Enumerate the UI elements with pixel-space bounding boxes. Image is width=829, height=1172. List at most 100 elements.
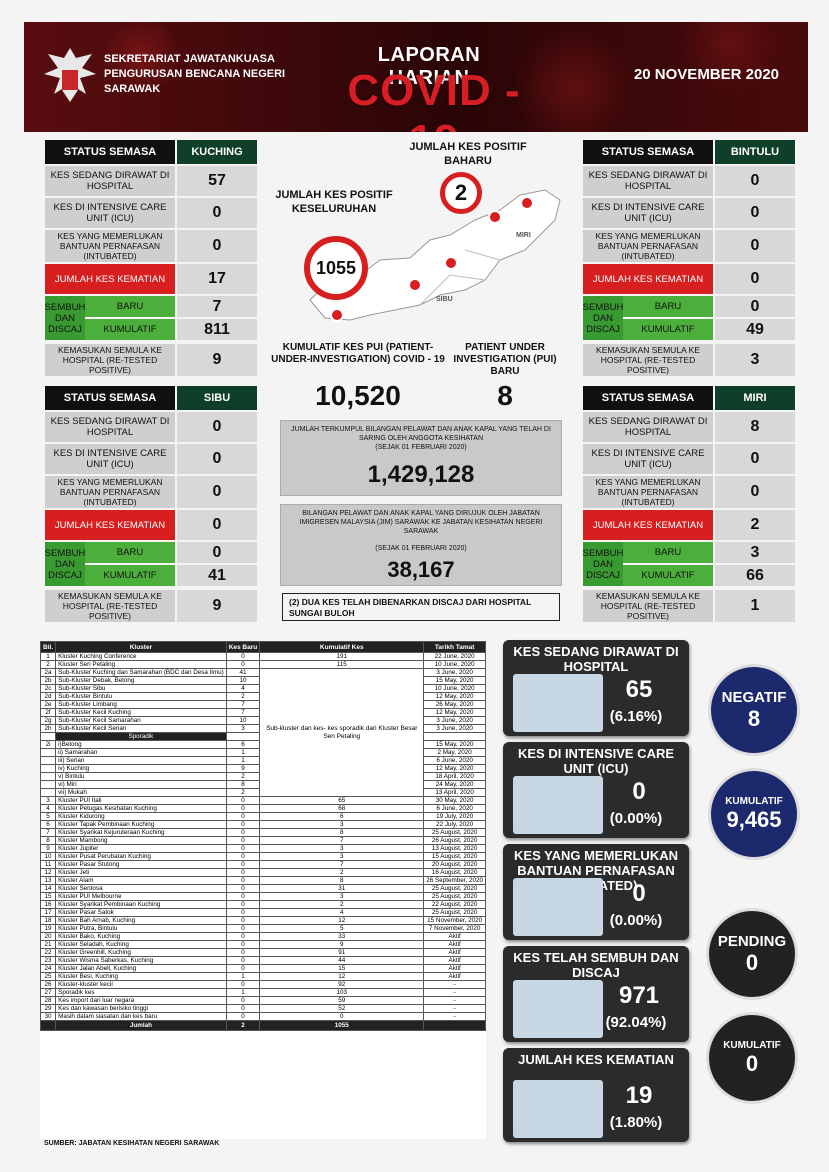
table-row: 2 Kluster Seri Petaling 0 115 10 June, 2020 bbox=[39, 660, 486, 669]
table-cell: 0 bbox=[225, 948, 261, 957]
table-cell: Kluster Alam bbox=[55, 876, 227, 885]
table-cell: 26 September, 2020 bbox=[423, 876, 486, 885]
table-cell: 0 bbox=[225, 964, 261, 973]
deaths-label: JUMLAH KES KEMATIAN bbox=[583, 264, 713, 296]
table-cell: Sub-Kluster Sibu bbox=[55, 684, 227, 693]
table-cell: 15 May, 2020 bbox=[423, 740, 486, 749]
table-cell: 0 bbox=[225, 828, 261, 837]
recovered-cumulative-value: 811 bbox=[177, 319, 257, 342]
table-cell: 0 bbox=[225, 916, 261, 925]
total-cell: 2 bbox=[225, 1020, 261, 1031]
table-cell: 0 bbox=[225, 924, 261, 933]
table-cell: 19 July, 2020 bbox=[423, 812, 486, 821]
table-cell: 1 bbox=[39, 652, 57, 661]
pending-cumulative-circle: KUMULATIF 0 bbox=[706, 1012, 798, 1104]
table-cell: 2i bbox=[39, 740, 57, 749]
table-cell: 92 bbox=[259, 980, 425, 989]
table-cell: 0 bbox=[225, 932, 261, 941]
deaths-label: JUMLAH KES KEMATIAN bbox=[583, 510, 713, 542]
table-cell: 20 August, 2020 bbox=[423, 860, 486, 869]
recovered-new-value: 0 bbox=[715, 296, 795, 319]
table-cell: 4 bbox=[225, 684, 261, 693]
negatif-circle: NEGATIF 8 bbox=[708, 664, 800, 756]
table-cell: 3 bbox=[39, 796, 57, 805]
table-cell: 7 bbox=[225, 708, 261, 717]
table-cell: 24 bbox=[39, 964, 57, 973]
table-cell: Aktif bbox=[423, 932, 486, 941]
table-row: 3 Kluster PUI Itali 0 65 30 May, 2020 bbox=[39, 796, 486, 805]
pui-new-value: 8 bbox=[497, 380, 513, 411]
table-cell: 26 May, 2020 bbox=[423, 700, 486, 709]
table-cell: Kluster Syarikat Kejuruteraan Kuching bbox=[55, 828, 227, 837]
card-percentage: (92.04%) bbox=[605, 1014, 667, 1031]
illustration-icon bbox=[513, 1080, 603, 1138]
table-cell: 22 June, 2020 bbox=[423, 652, 486, 661]
table-cell: 5 bbox=[39, 812, 57, 821]
card-percentage: (0.00%) bbox=[609, 810, 663, 827]
table-cell: 12 May, 2020 bbox=[423, 708, 486, 717]
table-cell: 2c bbox=[39, 684, 57, 693]
table-cell: 8 bbox=[259, 876, 425, 885]
table-cell: 0 bbox=[225, 1004, 261, 1013]
intubated-value: 0 bbox=[715, 476, 795, 510]
table-cell: 3 bbox=[259, 892, 425, 901]
table-cell: 30 bbox=[39, 1012, 57, 1021]
recovered-cumulative-value: 49 bbox=[715, 319, 795, 342]
icu-label: KES DI INTENSIVE CARE UNIT (ICU) bbox=[45, 198, 175, 230]
table-cell: Aktif bbox=[423, 948, 486, 957]
table-cell: iv) Kuching bbox=[55, 764, 227, 773]
table-row: 12 Kluster Jeti 0 2 16 August, 2020 bbox=[39, 868, 486, 877]
table-cell: 30 May, 2020 bbox=[423, 796, 486, 805]
table-cell bbox=[39, 764, 57, 773]
jim-value: 38,167 bbox=[387, 557, 455, 582]
table-row: 13 Kluster Alam 0 8 26 September, 2020 bbox=[39, 876, 486, 885]
table-cell: i)Betong bbox=[55, 740, 227, 749]
table-cell: 25 August, 2020 bbox=[423, 908, 486, 917]
status-header: STATUS SEMASA bbox=[45, 386, 175, 410]
table-cell: 0 bbox=[225, 660, 261, 669]
illustration-icon bbox=[513, 674, 603, 732]
table-cell bbox=[39, 748, 57, 757]
table-cell: 2f bbox=[39, 708, 57, 717]
table-cell: 0 bbox=[225, 956, 261, 965]
table-cell: 26 August, 2020 bbox=[423, 836, 486, 845]
table-cell: 0 bbox=[225, 996, 261, 1005]
table-cell: Kluster Syarikat Pembinaan Kuching bbox=[55, 900, 227, 909]
table-cell: - bbox=[423, 996, 486, 1005]
illustration-icon bbox=[513, 980, 603, 1038]
table-row: 16 Kluster Syarikat Pembinaan Kuching 0 2 22… bbox=[39, 900, 486, 909]
division-panel-sibu: STATUS SEMASA SIBU KES SEDANG DIRAWAT DI… bbox=[45, 386, 257, 626]
table-cell: 10 June, 2020 bbox=[423, 660, 486, 669]
card-percentage: (0.00%) bbox=[609, 912, 663, 929]
table-cell: Kluster Pusat Perubatan Kuching bbox=[55, 852, 227, 861]
table-cell: 2 bbox=[39, 660, 57, 669]
table-cell: Sub-Kluster Kecil Kuching bbox=[55, 708, 227, 717]
table-cell: Kluster-kluster kecil bbox=[55, 980, 227, 989]
table-cell: Kluster Seri Petaling bbox=[55, 660, 227, 669]
table-cell: 59 bbox=[259, 996, 425, 1005]
total-cases-value: 1055 bbox=[304, 236, 368, 300]
table-row: 26 Kluster-kluster kecil 0 92- bbox=[39, 980, 486, 989]
table-row: 29 Kes dan kawasan berisiko tinggi 0 52- bbox=[39, 1004, 486, 1013]
table-cell: 65 bbox=[259, 796, 425, 805]
table-cell: 9 bbox=[39, 844, 57, 853]
total-cell bbox=[423, 1020, 486, 1031]
table-cell: 2 bbox=[259, 868, 425, 877]
table-cell: 3 bbox=[259, 844, 425, 853]
jim-box: BILANGAN PELAWAT DAN ANAK KAPAL YANG DIR… bbox=[280, 504, 562, 586]
table-cell: Kluster PUI Melbourne bbox=[55, 892, 227, 901]
illustration-icon bbox=[513, 878, 603, 936]
table-cell: 8 bbox=[259, 828, 425, 837]
table-cell bbox=[39, 780, 57, 789]
table-cell: 24 May, 2020 bbox=[423, 780, 486, 789]
table-cell: 20 bbox=[39, 932, 57, 941]
recovered-cumulative-label: KUMULATIF bbox=[623, 565, 713, 588]
readmit-value: 1 bbox=[715, 590, 795, 624]
icu-value: 0 bbox=[715, 198, 795, 230]
summary-card: KES TELAH SEMBUH DAN DISCAJ 971 (92.04%) bbox=[503, 946, 689, 1042]
table-cell: Kluster Pasar Satok bbox=[55, 908, 227, 917]
readmit-value: 9 bbox=[177, 344, 257, 378]
table-cell: 21 bbox=[39, 940, 57, 949]
report-subtitle: COVID - 19 bbox=[347, 66, 521, 132]
table-cell: 0 bbox=[225, 940, 261, 949]
